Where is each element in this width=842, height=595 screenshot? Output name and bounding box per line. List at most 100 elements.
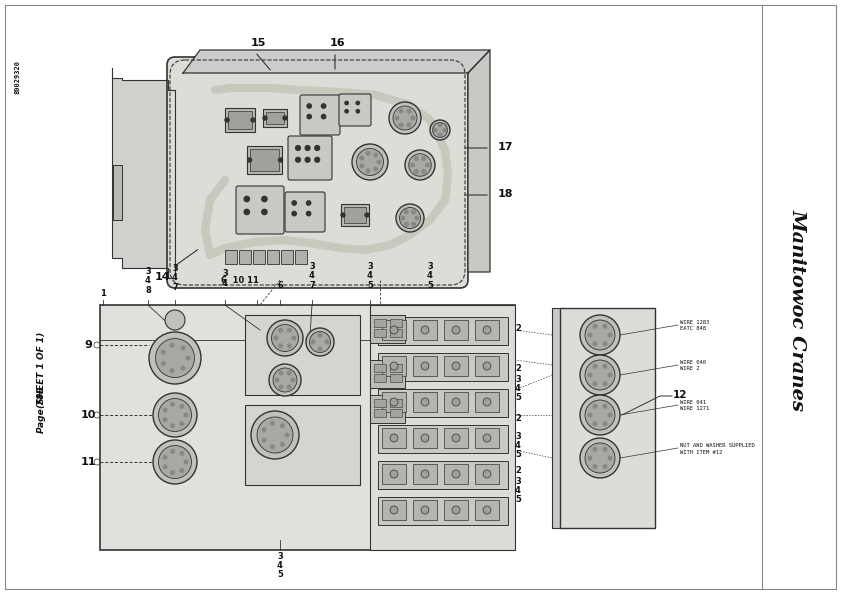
Circle shape — [483, 362, 491, 370]
Bar — [245, 405, 360, 485]
Bar — [295, 250, 307, 264]
Bar — [382, 464, 406, 484]
Circle shape — [589, 333, 592, 337]
Bar — [248, 146, 283, 174]
Circle shape — [180, 469, 184, 472]
Bar — [374, 399, 386, 407]
Circle shape — [421, 326, 429, 334]
Circle shape — [181, 346, 185, 350]
Circle shape — [306, 328, 334, 356]
Text: 3
4
5: 3 4 5 — [367, 262, 373, 290]
Circle shape — [603, 365, 607, 368]
Circle shape — [287, 385, 290, 389]
Circle shape — [452, 362, 460, 370]
Circle shape — [594, 422, 597, 425]
Circle shape — [390, 506, 398, 514]
Circle shape — [251, 411, 299, 459]
Circle shape — [452, 506, 460, 514]
Bar — [344, 207, 366, 223]
Circle shape — [171, 449, 174, 453]
Circle shape — [184, 460, 188, 464]
Circle shape — [356, 101, 360, 105]
Text: WIRE 2: WIRE 2 — [680, 365, 700, 371]
Circle shape — [292, 211, 296, 216]
Circle shape — [162, 362, 165, 365]
Circle shape — [390, 326, 398, 334]
Circle shape — [411, 116, 415, 120]
Bar — [413, 356, 437, 376]
Bar — [374, 329, 386, 337]
Circle shape — [305, 157, 310, 162]
Text: WIRE 041: WIRE 041 — [680, 399, 706, 405]
Circle shape — [585, 443, 615, 473]
Polygon shape — [468, 50, 490, 272]
Circle shape — [594, 405, 597, 408]
Circle shape — [162, 350, 165, 354]
Bar — [263, 109, 287, 127]
Circle shape — [452, 326, 460, 334]
Bar — [390, 319, 402, 327]
Text: 11: 11 — [80, 457, 96, 467]
Text: 9: 9 — [84, 340, 92, 350]
Bar — [475, 464, 499, 484]
Bar — [475, 392, 499, 412]
Bar — [378, 389, 508, 417]
Circle shape — [305, 146, 310, 151]
Circle shape — [603, 465, 607, 468]
Circle shape — [341, 213, 345, 217]
Circle shape — [589, 456, 592, 460]
Circle shape — [366, 169, 370, 173]
Circle shape — [263, 116, 267, 120]
Bar — [378, 461, 508, 489]
Text: 17: 17 — [498, 142, 514, 152]
Circle shape — [585, 400, 615, 430]
Circle shape — [307, 114, 312, 119]
Circle shape — [153, 440, 197, 484]
Bar — [370, 360, 405, 388]
Circle shape — [171, 402, 174, 406]
Circle shape — [421, 506, 429, 514]
Circle shape — [365, 213, 369, 217]
Bar — [378, 425, 508, 453]
Circle shape — [270, 445, 274, 449]
Bar — [382, 392, 406, 412]
Circle shape — [594, 365, 597, 368]
Circle shape — [170, 369, 174, 372]
Circle shape — [274, 336, 278, 340]
Bar — [413, 320, 437, 340]
Circle shape — [421, 470, 429, 478]
Circle shape — [438, 133, 442, 137]
Bar — [390, 374, 402, 382]
Circle shape — [356, 149, 383, 176]
FancyBboxPatch shape — [339, 94, 371, 126]
Text: 3
4
7: 3 4 7 — [172, 264, 178, 292]
Circle shape — [163, 418, 167, 422]
Circle shape — [280, 371, 283, 375]
Circle shape — [156, 339, 195, 377]
Text: 2: 2 — [515, 414, 521, 422]
Circle shape — [170, 343, 174, 347]
Bar — [374, 374, 386, 382]
Circle shape — [280, 424, 285, 427]
FancyBboxPatch shape — [167, 57, 468, 288]
Circle shape — [452, 470, 460, 478]
Bar — [374, 409, 386, 417]
Circle shape — [296, 157, 301, 162]
Circle shape — [163, 408, 167, 412]
Bar — [475, 500, 499, 520]
Circle shape — [279, 344, 282, 347]
Circle shape — [267, 320, 303, 356]
Bar — [245, 315, 360, 395]
Text: 3
4
8: 3 4 8 — [145, 267, 151, 295]
Circle shape — [438, 123, 442, 127]
Circle shape — [263, 428, 266, 431]
Bar — [413, 464, 437, 484]
Circle shape — [312, 340, 315, 344]
Circle shape — [399, 208, 420, 228]
Circle shape — [280, 385, 283, 389]
Circle shape — [401, 216, 405, 220]
Circle shape — [415, 216, 418, 220]
Text: 2: 2 — [515, 364, 521, 372]
Circle shape — [171, 424, 174, 428]
Text: WITH ITEM #12: WITH ITEM #12 — [680, 449, 722, 455]
